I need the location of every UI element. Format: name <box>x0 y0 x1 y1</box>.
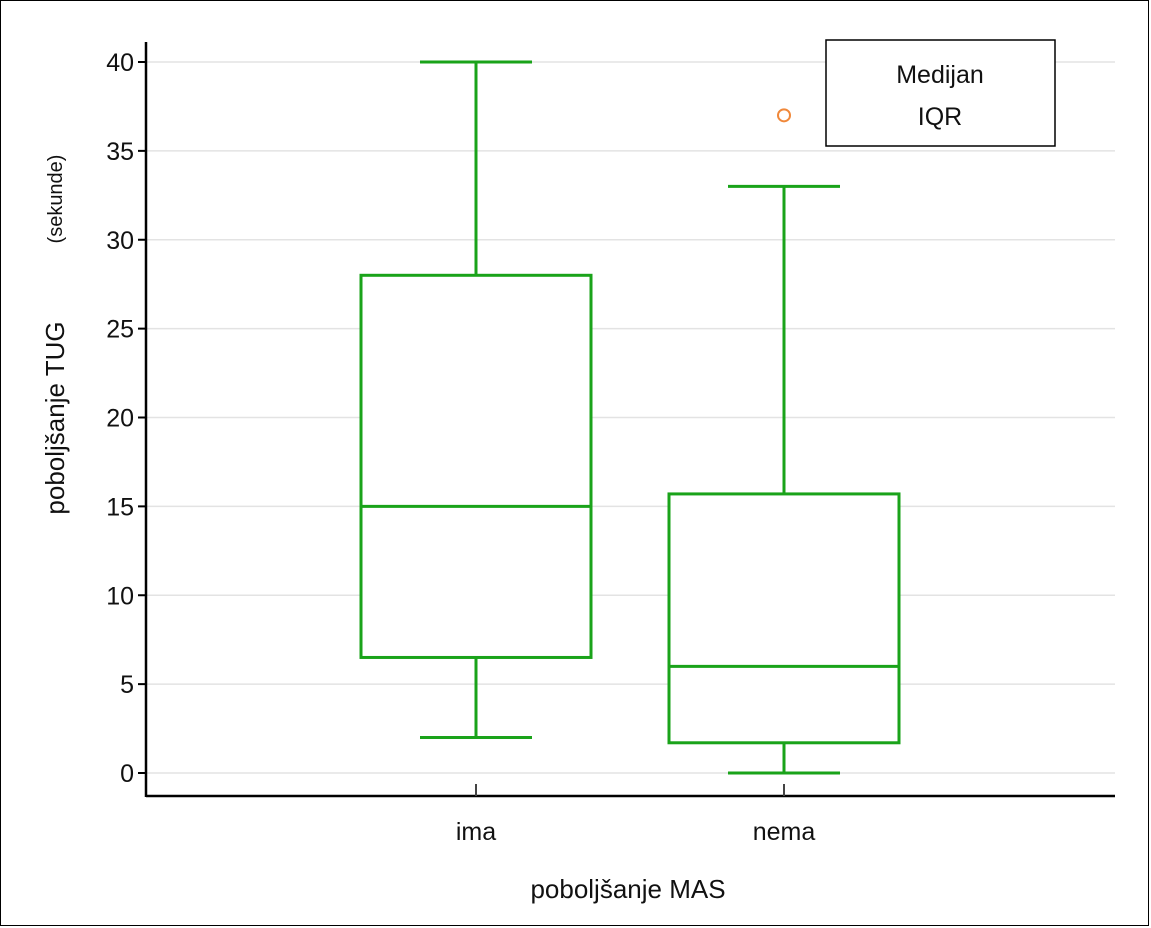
y-tick-label: 25 <box>106 316 134 344</box>
y-axis-ticks: 0 5 10 15 20 25 30 35 40 <box>106 49 146 788</box>
y-tick-label: 5 <box>120 671 134 699</box>
box-nema <box>667 108 901 775</box>
grid-lines <box>146 61 1115 774</box>
y-tick-label: 30 <box>106 227 134 255</box>
x-tick-label: ima <box>456 818 496 846</box>
legend: Medijan IQR <box>825 39 1056 147</box>
iqr-box <box>359 273 593 659</box>
y-tick-label: 10 <box>106 582 134 610</box>
iqr-box <box>667 492 901 745</box>
legend-entry-iqr: IQR <box>918 103 962 131</box>
box-plots <box>359 60 901 775</box>
y-tick-label: 20 <box>106 405 134 433</box>
legend-box <box>825 39 1056 147</box>
box-ima <box>359 60 593 739</box>
outlier-point <box>777 108 791 123</box>
y-tick-label: 35 <box>106 138 134 166</box>
y-tick-label: 40 <box>106 49 134 77</box>
y-axis-unit: (sekunde) <box>45 155 67 244</box>
x-axis-ticks: ima nema <box>456 784 816 846</box>
y-tick-label: 0 <box>120 760 134 788</box>
y-axis-title: poboljšanje TUG <box>40 321 70 514</box>
x-tick-label: nema <box>753 818 816 846</box>
legend-entry-median: Medijan <box>896 61 984 89</box>
axes <box>144 42 1115 798</box>
y-tick-label: 15 <box>106 493 134 521</box>
x-axis-title: poboljšanje MAS <box>530 874 725 904</box>
